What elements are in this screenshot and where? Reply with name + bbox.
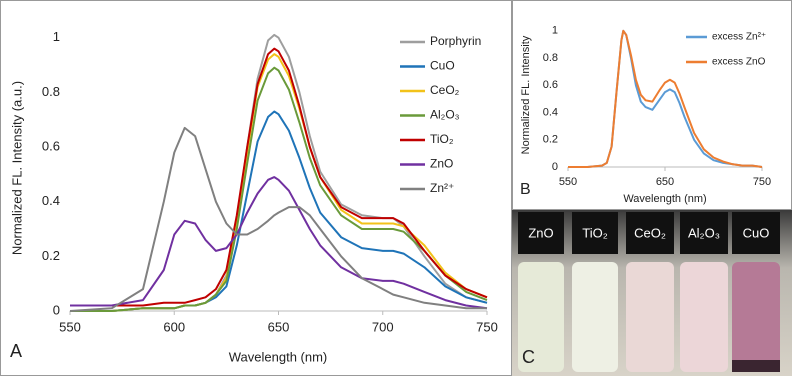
vial (572, 212, 618, 372)
y-tick-label: 0.6 (42, 138, 60, 153)
y-tick-label: 1 (552, 25, 558, 37)
x-tick-label: 600 (163, 319, 185, 334)
vial-cap (518, 212, 564, 254)
panel-b-frame (512, 0, 792, 210)
series-line (568, 29, 763, 168)
legend-label: CeO₂ (430, 83, 460, 97)
series-line (70, 47, 488, 307)
vial-liquid (572, 262, 618, 372)
vial-sediment (732, 360, 780, 372)
vial-liquid (518, 262, 564, 372)
legend-label: ZnO (430, 157, 453, 171)
y-axis-label: Normalized FL. Intensity (520, 35, 532, 154)
vial-cap (732, 212, 780, 254)
x-tick-label: 550 (559, 176, 577, 188)
y-tick-label: 0 (552, 161, 558, 173)
legend-label: Porphyrin (430, 34, 481, 48)
vial (732, 212, 780, 372)
vial-label: Al₂O₃ (688, 225, 720, 240)
y-axis-label: Normalized FL. Intensity (a.u.) (9, 81, 24, 255)
x-tick-label: 550 (59, 319, 81, 334)
vial (626, 212, 674, 372)
legend-label: TiO₂ (430, 132, 454, 146)
legend-label: CuO (430, 59, 455, 73)
panel-a-frame (0, 0, 512, 376)
vial-liquid (626, 262, 674, 372)
y-tick-label: 0.2 (42, 248, 60, 263)
y-tick-label: 0.4 (543, 106, 558, 118)
panel-label: C (522, 347, 535, 367)
vial-label: TiO₂ (582, 225, 608, 240)
series-line (70, 66, 488, 312)
x-axis-label: Wavelength (nm) (229, 349, 328, 364)
y-tick-label: 0.8 (42, 84, 60, 99)
y-tick-label: 0.2 (543, 134, 558, 146)
x-tick-label: 750 (753, 176, 771, 188)
vial-label: CeO₂ (634, 225, 666, 240)
y-tick-label: 0 (53, 302, 60, 317)
vial-label: ZnO (528, 225, 553, 240)
x-tick-label: 650 (656, 176, 674, 188)
x-tick-label: 650 (268, 319, 290, 334)
y-tick-label: 0.4 (42, 193, 60, 208)
photo: ZnO TiO₂ CeO₂ Al₂O₃ CuO C (512, 210, 792, 376)
vial-liquid (732, 262, 780, 372)
vial (518, 212, 564, 372)
legend-label: excess ZnO (712, 57, 766, 68)
vial-label: CuO (743, 225, 770, 240)
x-tick-label: 750 (476, 319, 498, 334)
x-tick-label: 700 (372, 319, 394, 334)
panel-label: B (520, 181, 531, 198)
panel-label: A (10, 341, 22, 361)
y-tick-label: 0.8 (543, 52, 558, 64)
legend-label: Al₂O₃ (430, 108, 460, 122)
y-tick-label: 0.6 (543, 79, 558, 91)
y-tick-label: 1 (53, 29, 60, 44)
legend-label: Zn²⁺ (430, 181, 454, 195)
vial-cap (680, 212, 728, 254)
series-line (70, 176, 488, 310)
vial-liquid (680, 262, 728, 372)
vial (680, 212, 728, 372)
series-line (69, 126, 487, 312)
vial-cap (572, 212, 618, 254)
x-axis-label: Wavelength (nm) (623, 193, 706, 205)
legend-label: excess Zn²⁺ (712, 32, 766, 43)
vial-cap (626, 212, 674, 254)
